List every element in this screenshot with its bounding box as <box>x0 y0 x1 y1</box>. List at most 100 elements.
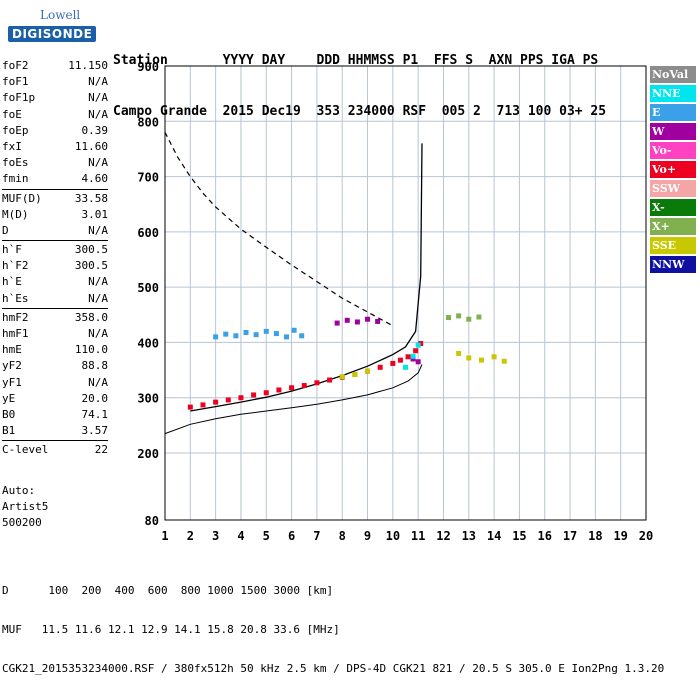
param-value: 300.5 <box>74 243 108 257</box>
param-value: N/A <box>88 91 108 105</box>
param-row: h`Es N/A <box>2 291 108 307</box>
data-point-sse <box>365 368 371 374</box>
param-row: fmin 4.60 <box>2 171 108 187</box>
profile-curve <box>190 143 423 412</box>
param-name: yF2 <box>2 359 22 373</box>
x-tick-label: 19 <box>613 529 627 543</box>
param-name: h`F <box>2 243 22 257</box>
param-row: hmE 110.0 <box>2 342 108 358</box>
param-row: yE 20.0 <box>2 391 108 407</box>
chart-ticks: 1 2 3 4 5 6 7 8 9 10 11 12 13 14 15 16 17 18 19 20802003004… <box>137 60 653 543</box>
data-point-vo- <box>238 395 244 401</box>
auto-program: Artist5 <box>2 500 49 513</box>
param-name: foEp <box>2 123 29 137</box>
param-value: N/A <box>88 375 108 389</box>
param-row: yF1 N/A <box>2 375 108 391</box>
ionogram-chart: 1 2 3 4 5 6 7 8 9 10 11 12 13 14 15 16 17 18 19 20802003004… <box>137 60 653 543</box>
x-tick-label: 16 <box>538 529 552 543</box>
param-value: N/A <box>88 107 108 121</box>
x-tick-label: 4 <box>237 529 244 543</box>
param-row: B1 3.57 <box>2 423 108 439</box>
param-value: N/A <box>88 327 108 340</box>
data-point-vo- <box>213 399 219 405</box>
data-point-vo- <box>314 380 320 386</box>
param-row: C-level 22 <box>2 442 108 458</box>
param-name: B1 <box>2 424 16 438</box>
data-point-e <box>263 328 269 334</box>
param-row: h`F2 300.5 <box>2 258 108 274</box>
y-tick-label: 700 <box>137 171 159 185</box>
x-tick-label: 17 <box>563 529 577 543</box>
data-point-e <box>213 334 219 340</box>
data-point-sse <box>501 358 507 364</box>
footer-distance: D 100 200 400 600 800 1000 1500 3000 [km… <box>2 584 334 597</box>
data-point-x- <box>456 313 462 319</box>
x-tick-label: 2 <box>187 529 194 543</box>
param-row: foE N/A <box>2 107 108 123</box>
data-point-sse <box>339 374 345 380</box>
param-value: 3.01 <box>81 207 109 221</box>
data-point-e <box>273 331 279 337</box>
param-row: hmF2 358.0 <box>2 310 108 326</box>
param-value: 22 <box>94 443 108 457</box>
legend-item-noval: NoVal <box>650 66 696 83</box>
param-name: D <box>2 223 9 237</box>
data-point-w <box>365 316 371 322</box>
virtual-height-curve <box>164 364 423 435</box>
param-row: foEp 0.39 <box>2 123 108 139</box>
param-value: N/A <box>88 75 108 89</box>
y-tick-label: 80 <box>145 514 159 528</box>
data-point-vo- <box>200 402 206 408</box>
param-value: 0.39 <box>81 123 109 137</box>
data-point-e <box>233 333 239 339</box>
param-value: 358.0 <box>74 310 108 324</box>
data-point-vo- <box>405 354 411 360</box>
param-separator <box>2 240 108 242</box>
polarization-legend: NoVal NNE E W Vo- Vo+ SSW X- X+ SSE NNW <box>650 66 696 275</box>
param-row: hmF1 N/A <box>2 326 108 342</box>
param-name: yE <box>2 391 16 405</box>
param-name: fmin <box>2 172 29 186</box>
param-value: 300.5 <box>74 259 108 273</box>
param-row: foF2 11.150 <box>2 58 108 74</box>
data-point-vo- <box>263 390 269 396</box>
y-tick-label: 400 <box>137 336 159 350</box>
legend-item-vo-: Vo- <box>650 142 696 159</box>
data-point-vo- <box>276 387 282 393</box>
data-point-w <box>415 359 421 365</box>
param-name: foEs <box>2 156 29 170</box>
data-point-nne <box>415 342 421 348</box>
data-point-w <box>410 356 416 362</box>
param-value: 110.0 <box>74 343 108 357</box>
y-tick-label: 500 <box>137 281 159 295</box>
logo-line2: DIGISONDE <box>8 26 97 42</box>
param-name: hmF2 <box>2 310 29 324</box>
param-row: fxI 11.60 <box>2 139 108 155</box>
param-row: M(D) 3.01 <box>2 207 108 223</box>
param-value: 11.150 <box>68 59 108 72</box>
param-value: 20.0 <box>81 391 109 405</box>
param-row: yF2 88.8 <box>2 358 108 374</box>
param-separator <box>2 188 108 190</box>
param-name: MUF(D) <box>2 191 42 205</box>
data-point-nne <box>403 364 408 370</box>
chart-points <box>187 313 507 410</box>
param-value: 3.57 <box>81 424 109 438</box>
param-value: N/A <box>88 223 108 237</box>
param-separator <box>2 440 108 442</box>
param-separator <box>2 307 108 309</box>
param-row: MUF(D) 33.58 <box>2 191 108 207</box>
chart-grid <box>165 66 646 520</box>
data-point-vo- <box>289 385 295 391</box>
data-point-w <box>354 319 360 325</box>
y-tick-label: 900 <box>137 60 159 74</box>
footer-file: CGK21_2015353234000.RSF / 380fx512h 50 k… <box>2 662 665 675</box>
footer-info: D 100 200 400 600 800 1000 1500 3000 [km… <box>2 558 664 688</box>
x-tick-label: 1 <box>161 529 168 543</box>
data-point-e <box>243 329 249 335</box>
x-tick-label: 10 <box>386 529 400 543</box>
data-point-w <box>334 320 340 326</box>
legend-item-nne: NNE <box>650 85 696 102</box>
data-point-e <box>299 333 305 339</box>
data-point-vo- <box>390 360 396 366</box>
